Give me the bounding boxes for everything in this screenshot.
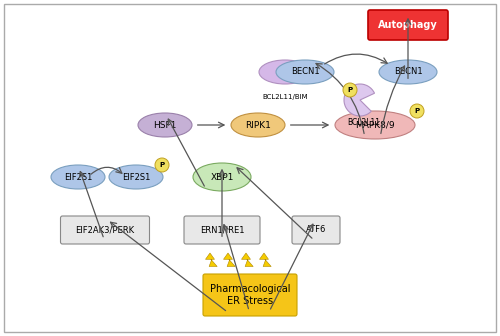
FancyBboxPatch shape: [184, 216, 260, 244]
Ellipse shape: [138, 113, 192, 137]
Text: HSF1: HSF1: [154, 121, 176, 129]
FancyBboxPatch shape: [368, 10, 448, 40]
Circle shape: [343, 83, 357, 97]
Ellipse shape: [109, 165, 163, 189]
Text: MAPK8/9: MAPK8/9: [355, 121, 395, 129]
Polygon shape: [224, 253, 235, 266]
Circle shape: [155, 158, 169, 172]
Ellipse shape: [335, 111, 415, 139]
Polygon shape: [206, 253, 217, 266]
Text: ERN1/IRE1: ERN1/IRE1: [200, 225, 244, 235]
Text: BECN1: BECN1: [290, 68, 320, 77]
Ellipse shape: [193, 163, 251, 191]
Text: BECN1: BECN1: [394, 68, 422, 77]
Text: BCL2L11: BCL2L11: [348, 118, 380, 127]
Text: EIF2S1: EIF2S1: [64, 172, 92, 181]
Ellipse shape: [276, 60, 334, 84]
Wedge shape: [344, 84, 374, 116]
Ellipse shape: [231, 113, 285, 137]
FancyBboxPatch shape: [203, 274, 297, 316]
Text: BCL2L11/BIM: BCL2L11/BIM: [262, 94, 308, 100]
Text: Autophagy: Autophagy: [378, 20, 438, 30]
Ellipse shape: [259, 60, 311, 84]
Polygon shape: [260, 253, 271, 266]
FancyBboxPatch shape: [292, 216, 340, 244]
FancyBboxPatch shape: [4, 4, 496, 332]
Circle shape: [410, 104, 424, 118]
Text: Pharmacological
ER Stress: Pharmacological ER Stress: [210, 284, 290, 306]
Text: P: P: [348, 87, 352, 93]
Ellipse shape: [51, 165, 105, 189]
Text: ATF6: ATF6: [306, 225, 326, 235]
Ellipse shape: [379, 60, 437, 84]
Text: EIF2AK3/PERK: EIF2AK3/PERK: [76, 225, 134, 235]
Text: RIPK1: RIPK1: [245, 121, 271, 129]
FancyBboxPatch shape: [60, 216, 150, 244]
Text: P: P: [160, 162, 164, 168]
Polygon shape: [242, 253, 253, 266]
Text: P: P: [414, 108, 420, 114]
Text: XBP1: XBP1: [210, 172, 234, 181]
Text: EIF2S1: EIF2S1: [122, 172, 150, 181]
